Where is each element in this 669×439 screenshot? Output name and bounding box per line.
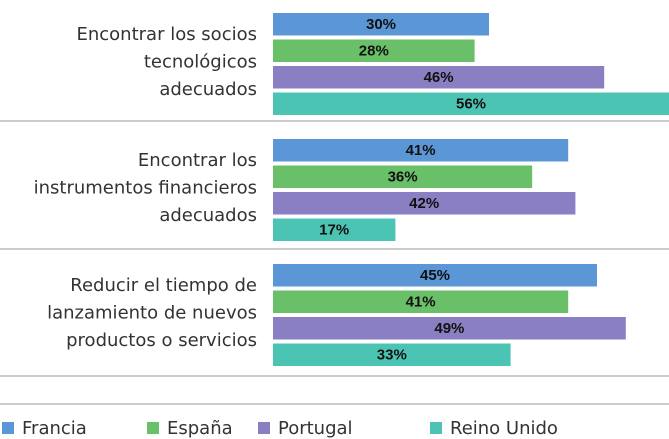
value-label: 36%	[388, 169, 418, 186]
value-label: 30%	[366, 16, 396, 33]
value-label: 41%	[406, 142, 436, 159]
bar	[273, 218, 396, 241]
category-label: productos o servicios	[66, 330, 257, 351]
value-label: 42%	[409, 195, 439, 212]
legend-swatch	[147, 422, 159, 434]
legend-label: Reino Unido	[450, 418, 558, 439]
legend-swatch	[430, 422, 442, 434]
bar	[273, 92, 669, 115]
category-label: Encontrar los	[138, 150, 257, 171]
value-label: 45%	[420, 267, 450, 284]
category-label: tecnológicos	[144, 52, 257, 73]
legend-swatch	[258, 422, 270, 434]
category-label: Encontrar los socios	[76, 24, 257, 45]
value-label: 41%	[406, 294, 436, 311]
value-label: 49%	[434, 320, 464, 337]
legend-label: España	[167, 418, 233, 439]
legend-swatch	[2, 422, 14, 434]
legend-label: Francia	[22, 418, 87, 439]
bar	[273, 139, 569, 162]
value-label: 46%	[424, 69, 454, 86]
bar	[273, 290, 569, 313]
bar	[273, 343, 511, 366]
bar	[273, 39, 475, 62]
bar	[273, 13, 489, 36]
value-label: 17%	[319, 222, 349, 239]
bar	[273, 317, 626, 340]
category-label: adecuados	[159, 79, 257, 100]
category-label: adecuados	[159, 205, 257, 226]
value-label: 28%	[359, 43, 389, 60]
bar	[273, 165, 533, 188]
bar	[273, 66, 605, 89]
category-label: lanzamiento de nuevos	[47, 303, 257, 324]
legend-label: Portugal	[278, 418, 353, 439]
value-label: 33%	[377, 347, 407, 364]
category-label: Reducir el tiempo de	[70, 275, 257, 296]
bar	[273, 264, 597, 287]
category-label: instrumentos financieros	[34, 178, 257, 199]
bar	[273, 192, 576, 215]
value-label: 56%	[456, 96, 486, 113]
